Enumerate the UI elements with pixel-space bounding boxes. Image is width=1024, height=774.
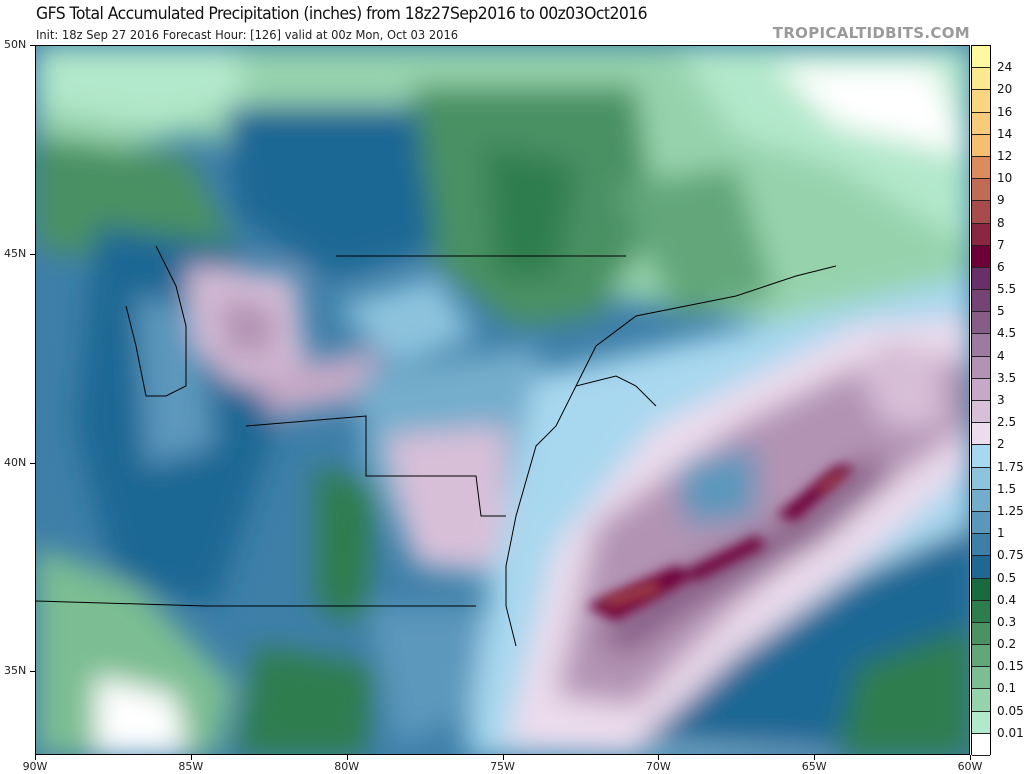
colorbar-bin	[972, 90, 990, 113]
colorbar-label: 14	[997, 126, 1013, 141]
precipitation-field	[36, 46, 969, 754]
colorbar-bin	[972, 334, 990, 357]
colorbar-bin	[972, 467, 990, 490]
colorbar-bin	[972, 201, 990, 224]
lon-tick	[970, 755, 971, 760]
colorbar-label: 10	[997, 171, 1013, 186]
colorbar-bin	[972, 267, 990, 291]
colorbar-bin	[972, 134, 990, 157]
colorbar-label: 0.3	[997, 614, 1017, 629]
colorbar-label: 0.4	[997, 592, 1017, 607]
lon-tick	[814, 755, 816, 760]
colorbar-bin	[972, 378, 990, 401]
lat-label: 45N	[4, 246, 27, 260]
colorbar-label: 2	[997, 437, 1005, 452]
colorbar-bin	[972, 223, 990, 246]
colorbar	[971, 45, 991, 756]
lon-tick	[346, 755, 348, 760]
colorbar-bin	[972, 645, 990, 668]
colorbar-bin	[972, 622, 990, 646]
colorbar-label: 3.5	[997, 370, 1017, 385]
lon-label: 75W	[490, 760, 515, 773]
colorbar-label: 0.01	[997, 725, 1024, 740]
colorbar-label: 1.5	[997, 481, 1017, 496]
lat-label: 40N	[4, 455, 27, 469]
colorbar-bin	[972, 667, 990, 690]
colorbar-label: 2.5	[997, 415, 1017, 430]
lat-tick	[30, 253, 35, 255]
colorbar-label: 1	[997, 526, 1005, 541]
colorbar-bin	[972, 511, 990, 535]
lon-tick	[502, 755, 504, 760]
colorbar-bin	[972, 68, 990, 91]
lon-label: 60W	[957, 760, 983, 773]
colorbar-label: 0.75	[997, 548, 1024, 563]
colorbar-label: 3	[997, 393, 1005, 407]
colorbar-label: 1.25	[997, 503, 1024, 518]
colorbar-bin	[972, 46, 990, 69]
colorbar-label: 12	[997, 148, 1013, 163]
colorbar-bin	[972, 156, 990, 180]
colorbar-bin	[972, 556, 990, 579]
colorbar-label: 5.5	[997, 282, 1017, 297]
colorbar-label: 4.5	[997, 326, 1017, 341]
colorbar-label: 8	[997, 215, 1005, 230]
colorbar-label: 5	[997, 304, 1005, 319]
colorbar-bin	[972, 179, 990, 202]
colorbar-label: 6	[997, 259, 1005, 274]
lon-label: 70W	[645, 760, 671, 773]
colorbar-bin	[972, 245, 990, 268]
colorbar-label: 16	[997, 104, 1013, 119]
colorbar-bin	[972, 733, 990, 756]
colorbar-bin	[972, 711, 990, 734]
lon-label: 90W	[22, 760, 48, 773]
colorbar-bin	[972, 600, 990, 623]
colorbar-bin	[972, 112, 990, 135]
colorbar-bin	[972, 356, 990, 379]
colorbar-label: 20	[997, 82, 1013, 97]
map-subtitle: Init: 18z Sep 27 2016 Forecast Hour: [12…	[36, 27, 459, 42]
colorbar-label: 0.5	[997, 570, 1017, 585]
colorbar-bin	[972, 401, 990, 424]
lon-label: 80W	[334, 760, 360, 773]
colorbar-bin	[972, 534, 990, 557]
watermark: TROPICALTIDBITS.COM	[772, 24, 970, 42]
colorbar-bin	[972, 290, 990, 313]
lon-tick	[35, 755, 36, 760]
precipitation-map	[35, 45, 970, 755]
colorbar-bin	[972, 578, 990, 601]
colorbar-label: 0.15	[997, 659, 1024, 674]
colorbar-bin	[972, 445, 990, 468]
colorbar-label: 0.2	[997, 637, 1017, 652]
colorbar-label: 24	[997, 60, 1013, 75]
colorbar-bin	[972, 489, 990, 512]
colorbar-bin	[972, 312, 990, 335]
lon-label: 85W	[178, 760, 204, 773]
lon-label: 65W	[801, 760, 827, 773]
colorbar-bin	[972, 423, 990, 446]
colorbar-label: 9	[997, 193, 1005, 208]
colorbar-label: 7	[997, 237, 1005, 252]
colorbar-label: 0.1	[997, 681, 1017, 696]
map-title: GFS Total Accumulated Precipitation (inc…	[36, 4, 648, 24]
lat-label: 50N	[4, 38, 27, 51]
lat-label: 35N	[4, 664, 27, 678]
lon-tick	[190, 755, 192, 760]
colorbar-label: 1.75	[997, 459, 1024, 474]
lon-tick	[658, 755, 660, 760]
colorbar-label: 0.05	[997, 703, 1024, 718]
colorbar-label: 4	[997, 348, 1005, 363]
lat-tick	[30, 462, 35, 464]
lat-tick	[30, 671, 35, 673]
lat-tick	[30, 45, 35, 46]
colorbar-bin	[972, 689, 990, 712]
